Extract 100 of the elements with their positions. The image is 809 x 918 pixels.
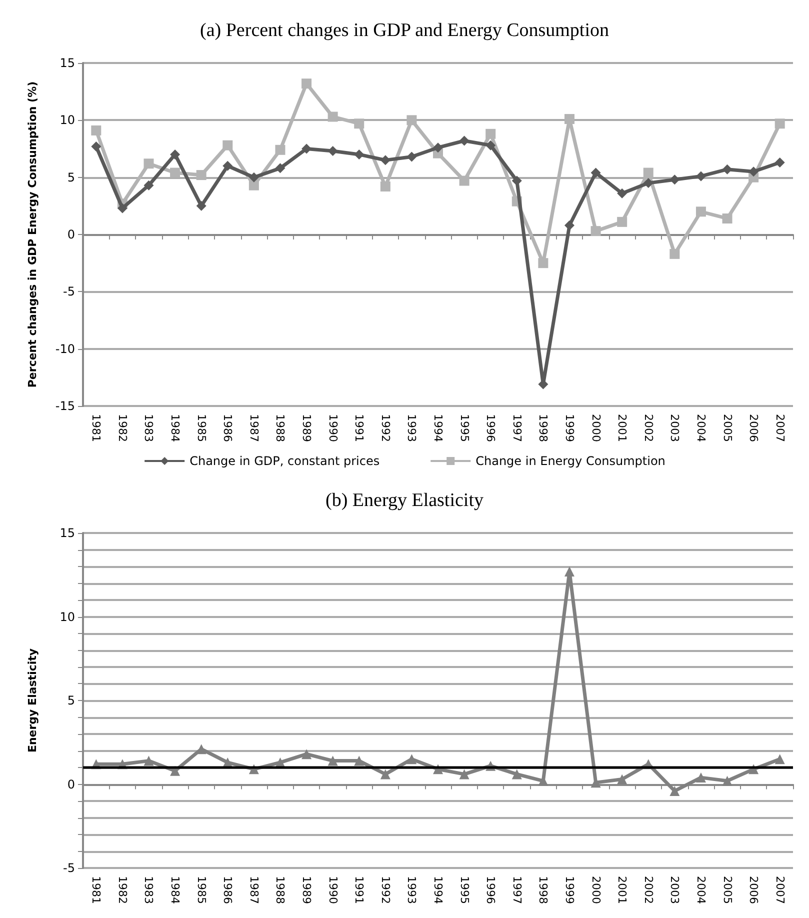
x-tick-label: 2006 (747, 414, 760, 442)
x-tick-label: 2007 (773, 414, 786, 442)
x-tick-label: 2001 (616, 414, 629, 442)
point (643, 178, 654, 188)
point (748, 166, 759, 177)
point (328, 756, 338, 766)
x-tick-label: 2005 (720, 876, 734, 904)
point (433, 142, 443, 153)
point (222, 140, 233, 150)
point (222, 160, 233, 171)
x-tick-label: 1981 (90, 414, 103, 442)
point (328, 146, 338, 156)
y-tick-label: 0 (67, 228, 75, 242)
point (117, 203, 128, 214)
x-tick-label: 1990 (326, 414, 340, 442)
x-tick-label: 1987 (247, 414, 260, 442)
point (196, 200, 206, 211)
x-tick-label: 2000 (589, 414, 602, 442)
point (590, 226, 601, 236)
point (722, 213, 732, 224)
x-tick-label: 1985 (194, 414, 208, 442)
point (564, 220, 574, 230)
point (196, 170, 206, 180)
point (302, 749, 312, 760)
point (302, 144, 312, 154)
point (486, 128, 496, 139)
x-tick-label: 1987 (247, 876, 260, 904)
point (144, 756, 154, 766)
point (564, 114, 574, 124)
x-tick-label: 1989 (300, 876, 314, 904)
point (696, 772, 706, 783)
x-tick-label: 1986 (221, 876, 234, 904)
x-tick-label: 1993 (405, 876, 418, 904)
x-tick-label: 2006 (747, 876, 760, 904)
y-axis-title: Percent changes in GDP Energy Consumption (%) (26, 81, 39, 388)
x-tick-label: 1988 (274, 414, 287, 442)
x-tick-label: 1989 (300, 414, 314, 442)
x-tick-label: 1998 (536, 414, 550, 442)
x-tick-label: 1981 (90, 876, 103, 904)
point (170, 168, 180, 178)
point (696, 171, 706, 182)
point (696, 206, 706, 217)
x-tick-label: 1986 (221, 414, 234, 442)
point (643, 168, 654, 178)
x-tick-label: 1995 (458, 876, 471, 904)
point (275, 144, 286, 155)
x-tick-label: 1982 (116, 876, 129, 904)
x-tick-label: 1982 (116, 414, 129, 442)
point (670, 174, 680, 185)
x-tick-label: 1991 (352, 414, 366, 442)
x-tick-label: 1999 (562, 414, 576, 442)
point (459, 769, 470, 780)
point (459, 176, 470, 186)
point (406, 115, 417, 126)
y-tick-label: 10 (60, 113, 75, 128)
point (512, 176, 522, 186)
point (774, 157, 785, 168)
point (486, 140, 496, 150)
point (248, 172, 259, 182)
chart-title: (b) Energy Elasticity (326, 490, 484, 511)
legend-label: Change in Energy Consumption (476, 454, 666, 468)
point (722, 164, 732, 174)
x-tick-label: 1983 (142, 414, 156, 442)
y-tick-label: 15 (60, 526, 75, 540)
x-tick-label: 1990 (326, 876, 340, 904)
x-tick-label: 1992 (378, 414, 392, 442)
point (144, 158, 154, 169)
point (617, 188, 628, 198)
point (196, 744, 206, 754)
y-tick-label: 0 (67, 777, 75, 792)
point (302, 78, 312, 89)
point (670, 786, 680, 796)
point (538, 258, 548, 268)
point (170, 149, 180, 160)
x-tick-label: 1995 (458, 414, 471, 442)
x-tick-label: 2005 (720, 414, 734, 442)
x-tick-label: 2003 (668, 876, 682, 904)
x-tick-label: 1997 (510, 876, 524, 904)
x-tick-label: 1999 (562, 876, 576, 904)
y-tick-label: 10 (60, 610, 75, 624)
x-tick-label: 2003 (668, 414, 682, 442)
point (670, 248, 680, 259)
point (354, 149, 364, 160)
point (590, 168, 601, 178)
x-tick-label: 1985 (194, 876, 208, 904)
x-tick-label: 1998 (536, 876, 550, 904)
x-tick-label: 1983 (142, 876, 156, 904)
x-tick-label: 1992 (378, 876, 392, 904)
point (774, 754, 785, 764)
x-tick-label: 2001 (616, 876, 629, 904)
legend-label: Change in GDP, constant prices (190, 454, 380, 468)
point (774, 118, 785, 129)
point (722, 776, 732, 786)
x-tick-label: 2004 (694, 876, 708, 904)
point (459, 136, 470, 146)
x-tick-label: 1984 (168, 876, 182, 904)
y-tick-label: -10 (55, 342, 75, 356)
x-tick-label: 1994 (432, 876, 444, 904)
x-tick-label: 1994 (432, 414, 444, 442)
point (406, 152, 417, 162)
